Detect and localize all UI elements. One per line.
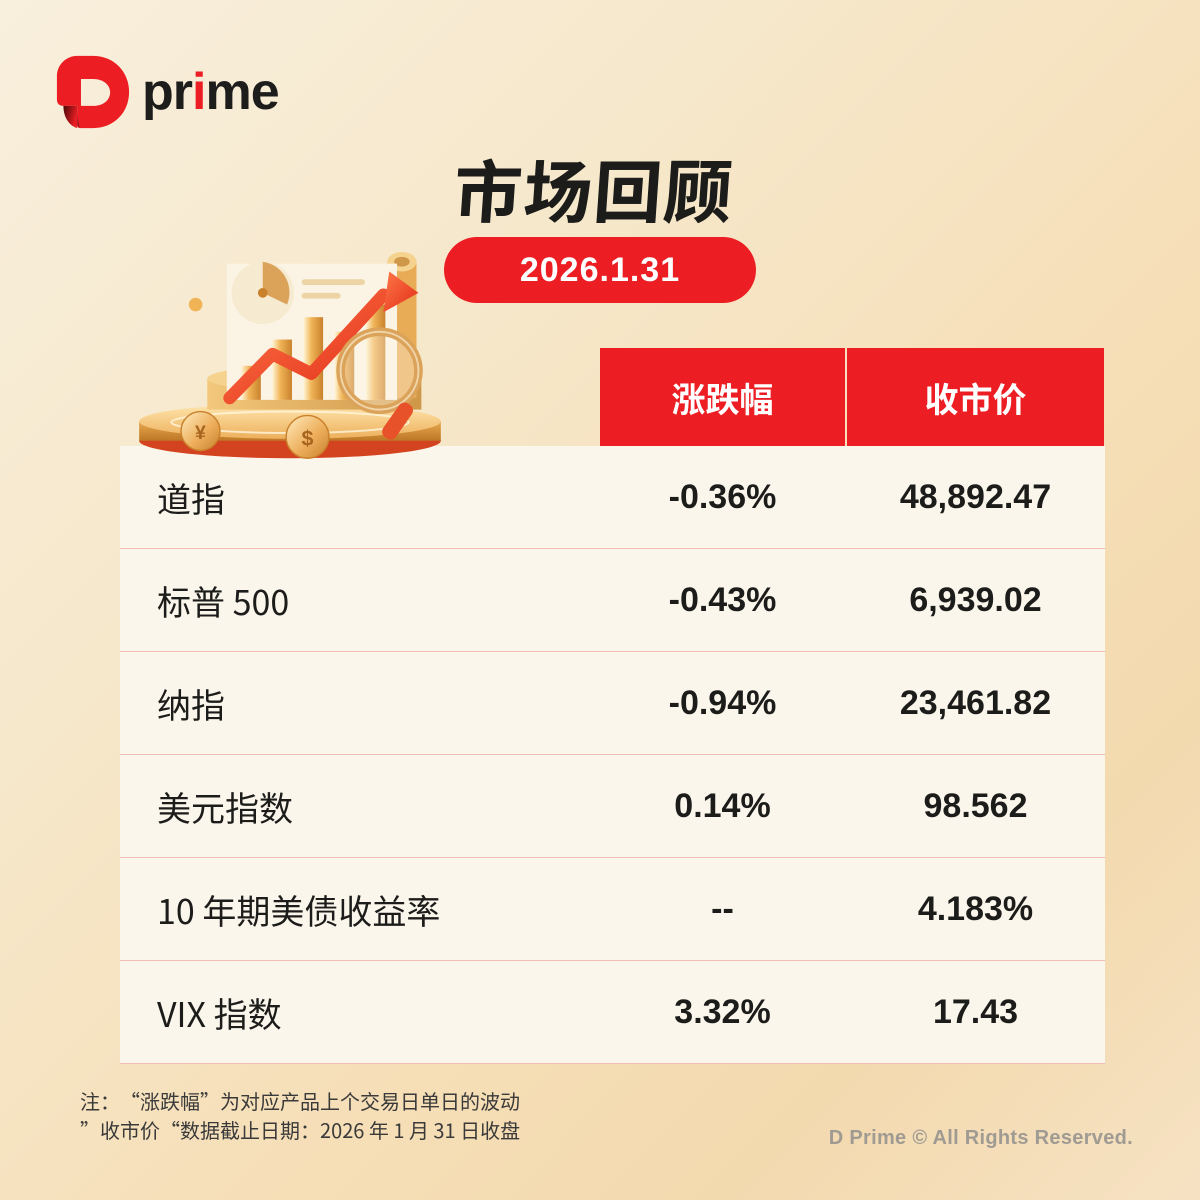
svg-text:$: $ (302, 427, 314, 451)
svg-text:¥: ¥ (195, 422, 206, 444)
